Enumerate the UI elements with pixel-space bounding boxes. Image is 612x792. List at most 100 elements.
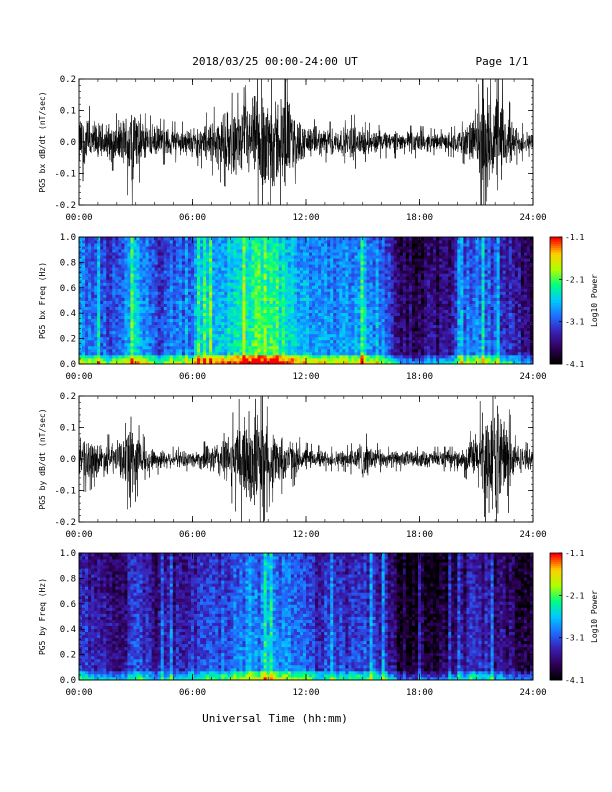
spectrogram-cell xyxy=(166,306,171,310)
spectrogram-cell xyxy=(139,255,143,259)
spectrogram-cell xyxy=(197,360,201,365)
spectrogram-cell xyxy=(218,246,222,250)
spectrogram-cell xyxy=(299,357,304,362)
spectrogram-cell xyxy=(136,297,140,301)
spectrogram-cell xyxy=(417,249,422,253)
spectrogram-cell xyxy=(414,288,419,292)
spectrogram-cell xyxy=(315,279,319,283)
spectrogram-cell xyxy=(372,294,377,298)
spectrogram-cell xyxy=(339,294,343,298)
spectrogram-cell xyxy=(209,303,213,307)
spectrogram-cell xyxy=(209,249,213,253)
spectrogram-cell xyxy=(384,312,389,317)
spectrogram-cell xyxy=(82,312,86,317)
spectrogram-cell xyxy=(354,246,358,250)
spectrogram-cell xyxy=(290,339,295,344)
spectrogram-cell xyxy=(345,300,349,304)
spectrogram-cell xyxy=(190,327,195,332)
spectrogram-cell xyxy=(166,345,171,350)
spectrogram-cell xyxy=(169,324,174,329)
spectrogram-cell xyxy=(287,303,292,307)
spectrogram-cell xyxy=(366,276,370,280)
spectrogram-cell xyxy=(266,261,271,265)
spectrogram-cell xyxy=(190,252,195,256)
spectrogram-cell xyxy=(399,348,404,353)
spectrogram-cell xyxy=(242,267,246,271)
spectrogram-cell xyxy=(218,321,222,326)
spectrogram-cell xyxy=(345,312,349,317)
spectrogram-cell xyxy=(266,339,271,344)
spectrogram-cell xyxy=(312,306,316,310)
spectrogram-cell xyxy=(375,291,380,295)
spectrogram-cell xyxy=(302,315,307,320)
spectrogram-cell xyxy=(197,276,201,280)
spectrogram-cell xyxy=(133,261,137,265)
spectrogram-cell xyxy=(381,276,386,280)
spectrogram-cell xyxy=(408,354,413,359)
spectrogram-cell xyxy=(281,339,286,344)
spectrogram-cell xyxy=(284,291,289,295)
spectrogram-cell xyxy=(357,261,361,265)
spectrogram-cell xyxy=(414,276,419,280)
spectrogram-cell xyxy=(233,282,237,286)
spectrogram-cell xyxy=(378,246,383,250)
spectrogram-cell xyxy=(357,354,361,359)
spectrogram-cell xyxy=(281,342,286,347)
spectrogram-cell xyxy=(275,249,280,253)
spectrogram-cell xyxy=(203,327,207,332)
spectrogram-cell xyxy=(421,354,425,359)
spectrogram-cell xyxy=(369,354,373,359)
spectrogram-cell xyxy=(309,357,313,362)
spectrogram-cell xyxy=(172,273,177,277)
spectrogram-cell xyxy=(309,237,313,241)
spectrogram-cell xyxy=(194,264,198,268)
spectrogram-cell xyxy=(166,270,171,274)
spectrogram-cell xyxy=(414,354,419,359)
spectrogram-cell xyxy=(330,309,334,313)
spectrogram-cell xyxy=(136,288,140,292)
spectrogram-cell xyxy=(233,273,237,277)
spectrogram-cell xyxy=(239,309,243,313)
spectrogram-cell xyxy=(369,297,373,301)
spectrogram-cell xyxy=(172,252,177,256)
spectrogram-cell xyxy=(260,309,265,313)
spectrogram-cell xyxy=(251,267,255,271)
spectrogram-cell xyxy=(94,264,98,268)
spectrogram-cell xyxy=(424,300,428,304)
spectrogram-cell xyxy=(330,255,334,259)
spectrogram-cell xyxy=(157,309,162,313)
spectrogram-cell xyxy=(200,252,204,256)
spectrogram-cell xyxy=(405,321,410,326)
spectrogram-cell xyxy=(163,255,168,259)
spectrogram-cell xyxy=(306,324,310,329)
spectrogram-cell xyxy=(97,246,101,250)
spectrogram-cell xyxy=(215,330,219,335)
spectrogram-cell xyxy=(339,357,343,362)
spectrogram-cell xyxy=(203,246,207,250)
spectrogram-cell xyxy=(281,288,286,292)
spectrogram-cell xyxy=(79,288,83,292)
spectrogram-cell xyxy=(342,264,346,268)
spectrogram-cell xyxy=(212,354,216,359)
spectrogram-cell xyxy=(112,324,116,329)
spectrogram-cell xyxy=(139,240,143,244)
spectrogram-cell xyxy=(333,330,337,335)
spectrogram-cell xyxy=(178,339,183,344)
spectrogram-cell xyxy=(336,348,340,353)
spectrogram-cell xyxy=(381,315,386,320)
spectrogram-cell xyxy=(348,255,352,259)
spectrogram-cell xyxy=(242,261,246,265)
spectrogram-cell xyxy=(272,252,277,256)
spectrogram-cell xyxy=(333,312,337,317)
spectrogram-cell xyxy=(427,300,431,304)
spectrogram-cell xyxy=(127,273,131,277)
spectrogram-cell xyxy=(85,273,89,277)
spectrogram-cell xyxy=(79,360,83,365)
spectrogram-cell xyxy=(306,342,310,347)
spectrogram-cell xyxy=(378,327,383,332)
spectrogram-cell xyxy=(278,342,283,347)
spectrogram-cell xyxy=(396,315,401,320)
spectrogram-cell xyxy=(227,249,231,253)
spectrogram-cell xyxy=(333,282,337,286)
spectrogram-cell xyxy=(299,240,304,244)
